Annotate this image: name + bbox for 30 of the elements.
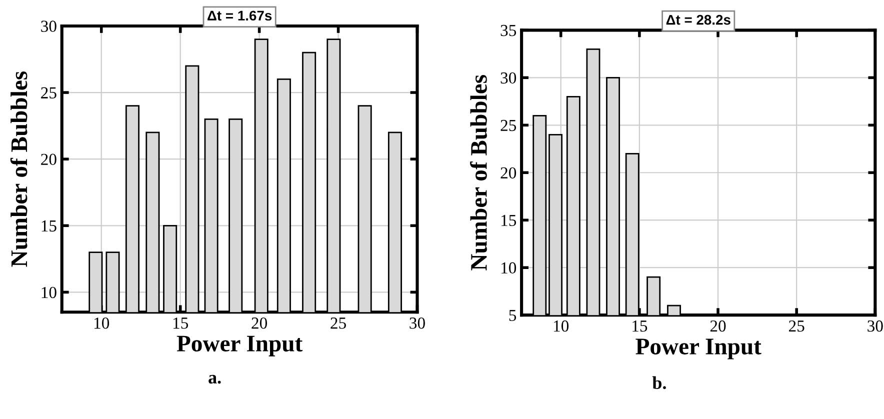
x-tick-label: 25 [788, 320, 804, 332]
y-tick-label: 20 [500, 167, 516, 179]
x-tick-label: 30 [410, 318, 425, 329]
text: b. [652, 376, 666, 390]
x-tick-label: 10 [554, 320, 569, 332]
y-tick-label: 15 [502, 214, 516, 226]
x-tick-label: 30 [868, 320, 883, 332]
chart-title: Δt = 1.67s [208, 10, 272, 21]
x-tick-label: 20 [252, 318, 268, 329]
y-tick-label: 15 [42, 220, 56, 232]
y-axis-title: Number of Bubbles [10, 71, 28, 267]
y-tick-label: 35 [500, 24, 516, 36]
x-axis-title: Power Input [176, 336, 303, 356]
x-tick-label: 25 [330, 318, 346, 329]
x-tick-label: 10 [94, 318, 110, 329]
y-tick-label: 20 [41, 154, 56, 166]
x-axis-title: Power Input [636, 338, 762, 360]
y-tick-label: 30 [41, 20, 56, 32]
text: a. [208, 374, 221, 384]
y-tick-label: 10 [502, 262, 516, 274]
y-axis-title: Number of Bubbles [470, 75, 487, 270]
x-tick-label: 15 [632, 320, 648, 332]
chart-title: Δt = 28.2s [666, 14, 730, 25]
y-tick-label: 25 [41, 87, 56, 98]
y-tick-label: 25 [500, 120, 516, 132]
x-tick-label: 15 [173, 318, 188, 329]
y-tick-label: 30 [500, 72, 516, 84]
x-tick-label: 20 [710, 320, 726, 332]
y-tick-label: 10 [42, 286, 56, 298]
y-tick-label: 5 [509, 310, 516, 322]
